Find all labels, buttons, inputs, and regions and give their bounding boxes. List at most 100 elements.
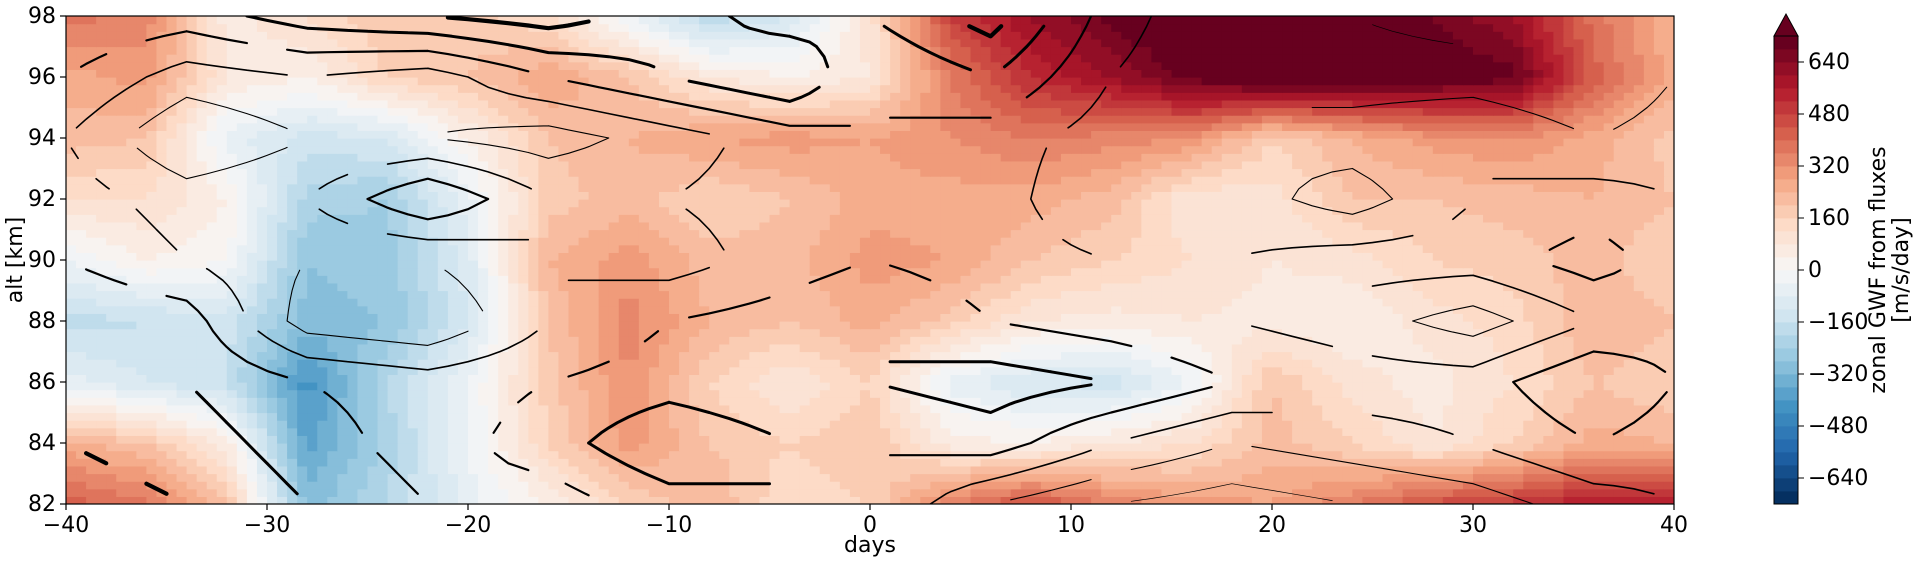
- heatmap-cell: [166, 321, 178, 330]
- heatmap-cell: [256, 321, 268, 330]
- heatmap-cell: [1653, 404, 1665, 414]
- heatmap-cell: [337, 374, 348, 383]
- heatmap-cell: [1312, 382, 1323, 391]
- heatmap-cell: [1623, 397, 1635, 406]
- heatmap-cell: [1372, 496, 1384, 504]
- heatmap-cell: [1653, 313, 1665, 322]
- heatmap-cell: [387, 420, 399, 429]
- heatmap-cell: [1392, 275, 1404, 284]
- heatmap-cell: [910, 275, 921, 284]
- heatmap-cell: [437, 290, 449, 299]
- heatmap-cell: [608, 290, 620, 299]
- heatmap-cell: [719, 443, 730, 452]
- heatmap-cell: [1302, 382, 1313, 391]
- heatmap-cell: [880, 458, 891, 467]
- heatmap-cell: [447, 496, 459, 504]
- heatmap-cell: [407, 366, 419, 375]
- heatmap-cell: [1382, 481, 1394, 490]
- heatmap-cell: [246, 458, 258, 467]
- heatmap-cell: [739, 435, 750, 444]
- heatmap-cell: [478, 328, 489, 337]
- heatmap-cell: [196, 343, 208, 353]
- heatmap-cell: [357, 267, 369, 276]
- heatmap-cell: [1010, 404, 1022, 414]
- heatmap-cell: [427, 351, 439, 360]
- heatmap-cell: [769, 290, 781, 299]
- heatmap-cell: [156, 397, 168, 406]
- heatmap-cell: [1030, 336, 1042, 345]
- heatmap-cell: [156, 336, 168, 345]
- heatmap-cell: [156, 412, 168, 421]
- heatmap-cell: [1261, 321, 1273, 330]
- heatmap-cell: [920, 305, 931, 314]
- heatmap-cell: [407, 496, 419, 504]
- heatmap-cell: [799, 488, 811, 497]
- heatmap-cell: [126, 465, 137, 475]
- heatmap-cell: [1282, 382, 1293, 391]
- heatmap-cell: [669, 397, 680, 406]
- heatmap-cell: [96, 374, 107, 383]
- heatmap-cell: [568, 382, 580, 391]
- heatmap-cell: [1523, 488, 1534, 497]
- heatmap-cell: [1302, 450, 1313, 459]
- heatmap-cell: [910, 488, 921, 497]
- heatmap-cell: [367, 443, 379, 452]
- heatmap-cell: [719, 336, 730, 345]
- heatmap-cell: [1261, 488, 1273, 497]
- heatmap-cell: [387, 404, 399, 414]
- heatmap-cell: [246, 412, 258, 421]
- heatmap-cell: [287, 305, 298, 314]
- heatmap-cell: [367, 382, 379, 391]
- heatmap-cell: [297, 321, 308, 330]
- heatmap-cell: [749, 404, 761, 414]
- heatmap-cell: [297, 282, 308, 292]
- heatmap-cell: [226, 488, 238, 497]
- heatmap-cell: [729, 290, 740, 299]
- heatmap-cell: [1151, 359, 1163, 368]
- heatmap-cell: [387, 473, 399, 482]
- heatmap-cell: [628, 374, 640, 383]
- heatmap-cell: [1583, 351, 1595, 360]
- heatmap-cell: [317, 275, 328, 284]
- heatmap-cell: [1010, 351, 1022, 360]
- heatmap-cell: [1452, 435, 1464, 444]
- heatmap-cell: [1261, 404, 1273, 414]
- heatmap-cell: [1613, 465, 1625, 475]
- heatmap-cell: [468, 267, 479, 276]
- heatmap-cell: [1191, 336, 1203, 345]
- heatmap-cell: [880, 435, 891, 444]
- heatmap-cell: [950, 427, 962, 436]
- heatmap-cell: [518, 404, 529, 414]
- heatmap-cell: [1302, 267, 1313, 276]
- heatmap-cell: [849, 404, 861, 414]
- heatmap-cell: [317, 366, 328, 375]
- heatmap-cell: [910, 366, 921, 375]
- heatmap-cell: [930, 336, 941, 345]
- heatmap-cell: [709, 305, 720, 314]
- heatmap-cell: [880, 443, 891, 452]
- heatmap-cell: [719, 351, 730, 360]
- heatmap-cell: [548, 343, 560, 353]
- heatmap-cell: [1060, 282, 1072, 292]
- heatmap-cell: [196, 404, 208, 414]
- heatmap-cell: [1060, 443, 1072, 452]
- heatmap-cell: [1553, 282, 1565, 292]
- heatmap-cell: [528, 412, 539, 421]
- heatmap-cell: [166, 359, 178, 368]
- heatmap-cell: [518, 275, 529, 284]
- heatmap-cell: [1282, 290, 1293, 299]
- heatmap-cell: [1121, 397, 1132, 406]
- heatmap-cell: [1372, 450, 1384, 459]
- heatmap-cell: [920, 336, 931, 345]
- heatmap-cell: [1462, 328, 1474, 337]
- heatmap-cell: [76, 404, 87, 414]
- heatmap-cell: [1211, 336, 1223, 345]
- heatmap-cell: [136, 427, 147, 436]
- heatmap-cell: [980, 420, 992, 429]
- heatmap-cell: [1432, 351, 1444, 360]
- heatmap-cell: [367, 267, 379, 276]
- heatmap-cell: [1161, 427, 1173, 436]
- heatmap-cell: [568, 298, 580, 307]
- heatmap-cell: [699, 420, 710, 429]
- heatmap-cell: [1503, 321, 1514, 330]
